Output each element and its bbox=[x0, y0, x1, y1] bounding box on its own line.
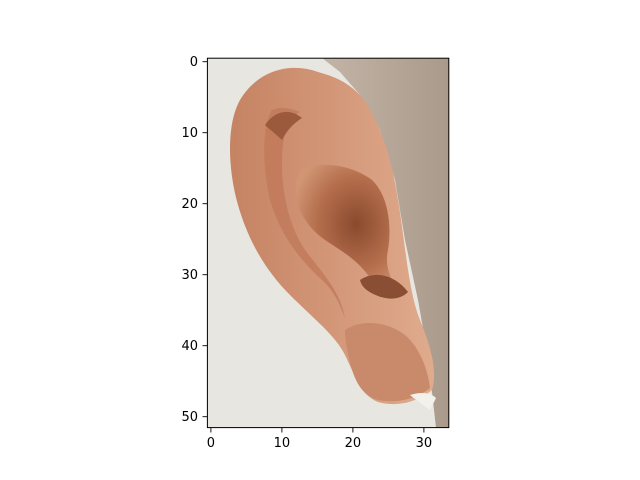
y-tick-label: 20 bbox=[181, 197, 198, 212]
x-tick-label: 20 bbox=[345, 436, 362, 451]
y-axis: 0 10 20 30 40 50 bbox=[181, 55, 208, 425]
y-tick-label: 10 bbox=[181, 126, 198, 141]
axes-frame bbox=[206, 57, 450, 429]
ear-image bbox=[207, 58, 449, 428]
ear-edge-highlight bbox=[410, 393, 436, 410]
ear-crus bbox=[265, 111, 302, 140]
head-region bbox=[322, 58, 449, 428]
ear-lobe bbox=[345, 323, 430, 402]
y-tick-label: 40 bbox=[181, 339, 198, 354]
x-tick-label: 0 bbox=[207, 436, 215, 451]
y-tick-label: 0 bbox=[190, 55, 198, 70]
y-tick-label: 30 bbox=[181, 268, 198, 283]
ear-antitragus bbox=[360, 274, 408, 299]
x-tick-label: 30 bbox=[416, 436, 433, 451]
x-tick-label: 10 bbox=[274, 436, 291, 451]
y-tick-label: 50 bbox=[181, 410, 198, 425]
ear-concha bbox=[296, 164, 405, 297]
x-axis: 0 10 20 30 bbox=[207, 427, 433, 451]
